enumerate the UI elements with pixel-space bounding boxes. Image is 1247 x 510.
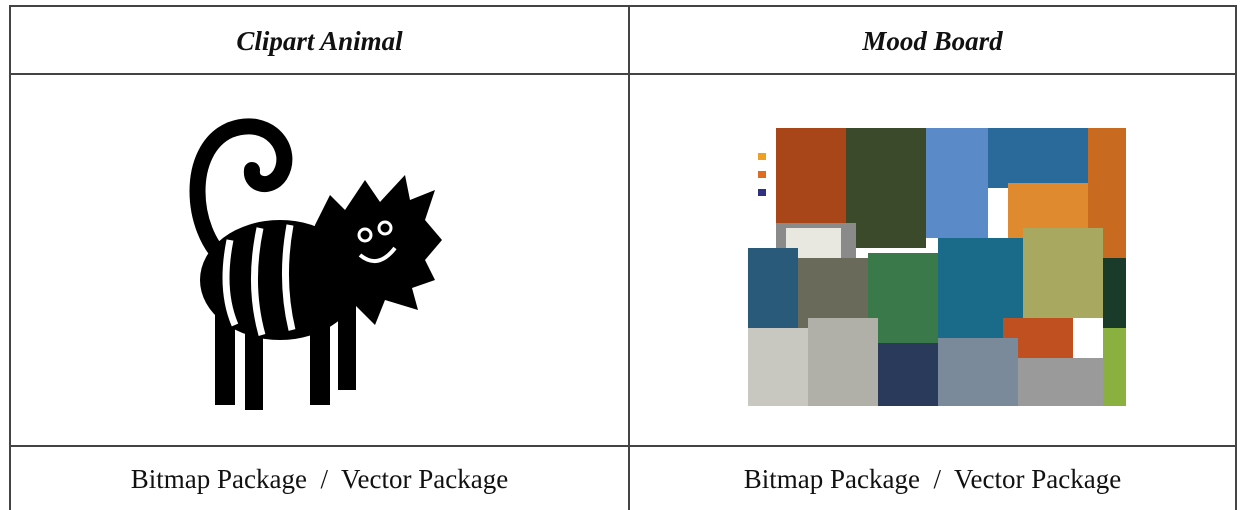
header-cell: Mood Board: [862, 25, 1003, 56]
border: [9, 445, 1237, 447]
mood-board-collage: [748, 128, 1126, 406]
border: [9, 5, 11, 510]
border: [628, 5, 630, 510]
border: [1235, 5, 1237, 510]
border: [9, 5, 1237, 7]
border: [9, 73, 1237, 75]
table-cell: Bitmap Package / Vector Package: [130, 463, 509, 494]
header-cell: Clipart Animal: [236, 25, 403, 56]
table-cell: Bitmap Package / Vector Package: [743, 463, 1122, 494]
cat-clipart: [189, 118, 442, 410]
